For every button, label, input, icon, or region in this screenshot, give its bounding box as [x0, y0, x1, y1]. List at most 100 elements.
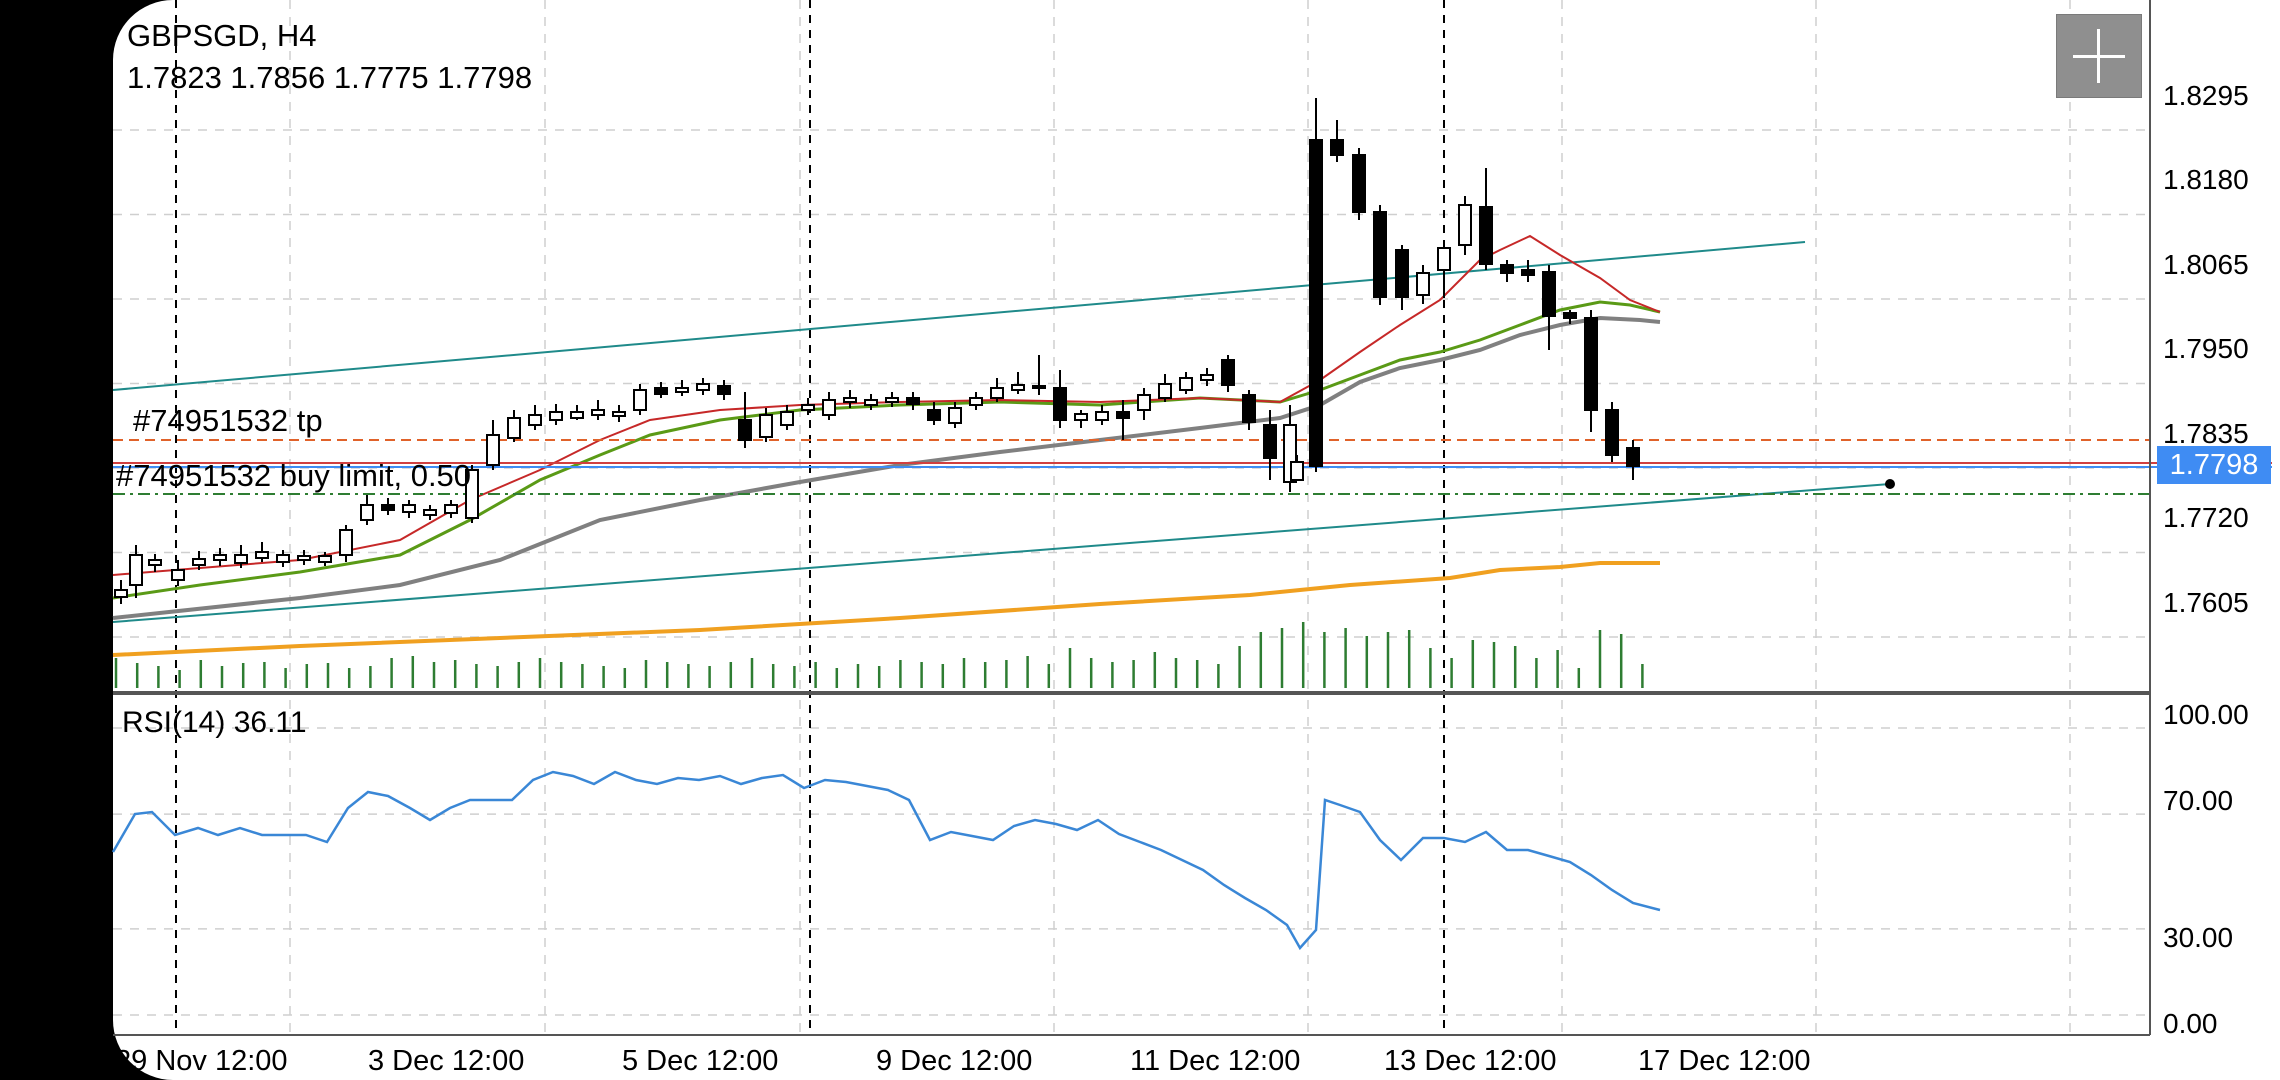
- candle-body: [465, 469, 479, 519]
- candle-body: [1416, 272, 1430, 296]
- candle-body: [759, 414, 773, 438]
- candle-body: [717, 385, 731, 395]
- candle-body: [1053, 387, 1067, 421]
- candle-body: [1032, 385, 1046, 389]
- candle-body: [885, 397, 899, 403]
- ma-mid-line: [112, 300, 1661, 600]
- rsi-level-label: 100.00: [2163, 699, 2249, 730]
- rsi-indicator: [111, 770, 1661, 951]
- candle-body: [948, 407, 962, 424]
- candle-body: [591, 409, 605, 416]
- price-label: 1.7950: [2163, 333, 2249, 364]
- candle-body: [114, 589, 128, 598]
- chart-grid: [113, 0, 2150, 1035]
- candle-body: [1584, 317, 1598, 411]
- candle-body: [486, 434, 500, 466]
- candle-body: [402, 504, 416, 513]
- symbol-timeframe: GBPSGD, H4: [127, 18, 317, 53]
- candle-body: [1458, 204, 1472, 246]
- time-label: 9 Dec 12:00: [876, 1045, 1033, 1077]
- rsi-line: [111, 770, 1661, 951]
- candle-body: [276, 554, 290, 563]
- candle-body: [1200, 374, 1214, 381]
- time-label: 5 Dec 12:00: [622, 1045, 779, 1077]
- order-limit-label[interactable]: #74951532 buy limit, 0.50: [116, 458, 472, 493]
- period-separators: [175, 0, 1445, 1035]
- candle-body: [1137, 394, 1151, 411]
- channel-upper-line: [112, 241, 1806, 391]
- candle-body: [1330, 139, 1344, 156]
- candle-body: [1179, 377, 1193, 391]
- trend-channel: [112, 241, 1895, 623]
- candle-body: [927, 409, 941, 421]
- price-label: 1.8180: [2163, 164, 2249, 195]
- price-label: 1.7720: [2163, 502, 2249, 533]
- time-label: 3 Dec 12:00: [368, 1045, 525, 1077]
- candle-body: [843, 397, 857, 403]
- candle-body: [990, 387, 1004, 399]
- time-label: 17 Dec 12:00: [1638, 1045, 1811, 1077]
- candle-body: [1221, 359, 1235, 386]
- candle-body: [1395, 249, 1409, 298]
- candlesticks: [114, 98, 1640, 604]
- candle-body: [1011, 384, 1025, 391]
- volume-bars: [114, 622, 1644, 688]
- candle-body: [1373, 211, 1387, 298]
- candle-body: [1605, 409, 1619, 456]
- price-label: 1.7835: [2163, 418, 2249, 449]
- candle-body: [213, 554, 227, 561]
- candle-body: [1500, 264, 1514, 274]
- candle-body: [444, 504, 458, 514]
- candle-body: [255, 551, 269, 559]
- candle-body: [1242, 394, 1256, 423]
- rsi-level-label: 70.00: [2163, 785, 2234, 816]
- rsi-level-label: 30.00: [2163, 922, 2234, 953]
- price-label: 1.7605: [2163, 587, 2249, 618]
- candle-body: [549, 411, 563, 421]
- price-label: 1.8065: [2163, 249, 2249, 280]
- time-label: 29 Nov 12:00: [115, 1045, 288, 1077]
- candle-body: [148, 559, 162, 566]
- candle-body: [318, 555, 332, 563]
- candle-body: [1290, 461, 1304, 481]
- candle-body: [381, 504, 395, 511]
- candle-body: [864, 399, 878, 406]
- candle-body: [1263, 424, 1277, 459]
- candle-body: [339, 529, 353, 556]
- candle-body: [1309, 139, 1323, 467]
- candle-body: [192, 558, 206, 566]
- candle-body: [696, 383, 710, 391]
- rsi-label: RSI(14) 36.11: [122, 706, 307, 739]
- candle-body: [675, 387, 689, 393]
- candle-body: [1479, 206, 1493, 265]
- order-tp-label[interactable]: #74951532 tp: [133, 403, 323, 438]
- candle-body: [738, 419, 752, 441]
- candle-body: [1352, 154, 1366, 213]
- rsi-level-label: 0.00: [2163, 1008, 2218, 1039]
- channel-lower-line: [112, 483, 1891, 623]
- candle-body: [1437, 247, 1451, 271]
- price-label: 1.8295: [2163, 80, 2249, 111]
- candle-body: [633, 389, 647, 411]
- chart-area[interactable]: [113, 0, 2280, 1080]
- crosshair-button[interactable]: [2056, 14, 2142, 98]
- ma-long-line: [112, 561, 1660, 657]
- candle-body: [822, 399, 836, 416]
- candle-body: [507, 417, 521, 439]
- candle-body: [234, 554, 248, 564]
- candle-body: [1542, 271, 1556, 317]
- candle-body: [612, 411, 626, 417]
- candle-body: [1074, 413, 1088, 421]
- time-label: 11 Dec 12:00: [1130, 1045, 1301, 1077]
- candle-body: [297, 555, 311, 561]
- candle-body: [360, 504, 374, 521]
- candle-body: [1626, 447, 1640, 467]
- candle-body: [570, 411, 584, 419]
- time-label: 13 Dec 12:00: [1384, 1045, 1557, 1077]
- candle-body: [801, 404, 815, 411]
- candle-body: [969, 397, 983, 406]
- candle-body: [780, 411, 794, 426]
- chart-axes: [113, 0, 2151, 1036]
- candle-body: [129, 554, 143, 586]
